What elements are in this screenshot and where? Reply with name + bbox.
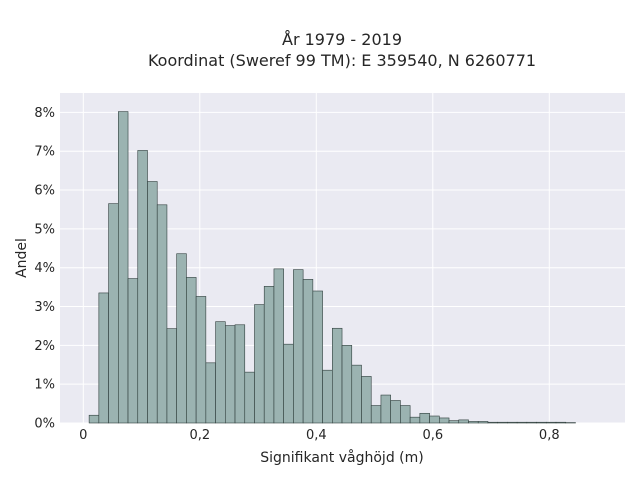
histogram-bar xyxy=(400,405,411,424)
histogram-bar xyxy=(186,277,197,424)
histogram-bar xyxy=(215,321,226,424)
histogram-bar xyxy=(555,421,567,424)
histogram-bar xyxy=(254,304,265,424)
y-tick-label: 6% xyxy=(34,184,55,199)
histogram-bar xyxy=(390,400,401,424)
histogram-bar xyxy=(361,376,372,424)
histogram-bar xyxy=(332,327,343,424)
histogram-bar xyxy=(526,421,537,424)
histogram-bar xyxy=(234,324,246,424)
y-axis-label: Andel xyxy=(14,238,30,278)
histogram-bar xyxy=(468,421,479,424)
histogram-bar xyxy=(536,421,547,424)
y-tick-label: 1% xyxy=(34,378,55,393)
histogram-bar xyxy=(477,421,489,424)
x-axis-ticks: 0 0,2 0,4 0,6 0,8 xyxy=(79,428,559,443)
y-tick-label: 8% xyxy=(34,106,55,121)
histogram-bar xyxy=(302,279,314,424)
y-tick-label: 2% xyxy=(34,339,55,354)
x-tick-label: 0 xyxy=(79,428,87,443)
histogram-bar xyxy=(108,203,119,424)
histogram-bar xyxy=(293,269,304,424)
histogram-bar xyxy=(225,325,236,424)
histogram-bar xyxy=(98,292,109,424)
histogram-bar xyxy=(166,328,177,424)
histogram-bar xyxy=(487,421,498,424)
histogram-bar xyxy=(322,369,333,424)
chart-title-line-2: Koordinat (Sweref 99 TM): E 359540, N 62… xyxy=(148,51,536,70)
histogram-bar xyxy=(176,253,187,424)
histogram-bar xyxy=(137,150,148,424)
histogram-bar xyxy=(429,415,440,424)
x-axis-label: Signifikant våghöjd (m) xyxy=(260,449,423,466)
y-tick-label: 5% xyxy=(34,222,55,237)
histogram-bar xyxy=(127,278,139,424)
histogram-bar xyxy=(380,394,391,424)
histogram-bar xyxy=(156,204,168,424)
histogram-bar xyxy=(273,268,284,424)
histogram-bar xyxy=(546,421,557,424)
x-tick-label: 0,4 xyxy=(306,428,327,443)
x-tick-label: 0,6 xyxy=(422,428,443,443)
histogram-bar xyxy=(118,111,129,424)
x-tick-label: 0,2 xyxy=(189,428,210,443)
histogram-bar xyxy=(516,421,528,424)
histogram-bar xyxy=(147,181,158,424)
histogram-bar xyxy=(312,290,323,424)
histogram-bar xyxy=(458,419,469,424)
histogram-bar xyxy=(497,421,508,424)
histogram-bar xyxy=(448,420,460,424)
histogram-bar xyxy=(507,421,518,424)
y-tick-label: 7% xyxy=(34,145,55,160)
chart-title-line-1: År 1979 - 2019 xyxy=(282,30,402,49)
histogram-bar xyxy=(244,371,255,424)
histogram-bars xyxy=(88,111,576,424)
histogram-bar xyxy=(351,364,362,424)
histogram-bar xyxy=(263,286,275,424)
y-tick-label: 3% xyxy=(34,300,55,315)
histogram-bar xyxy=(439,417,450,424)
histogram-bar xyxy=(409,416,421,424)
histogram-bar xyxy=(283,343,294,424)
y-tick-label: 4% xyxy=(34,261,55,276)
histogram-bar xyxy=(88,414,100,424)
histogram-bar xyxy=(419,412,430,424)
histogram-bar xyxy=(341,345,353,424)
x-tick-label: 0,8 xyxy=(539,428,560,443)
y-tick-label: 0% xyxy=(34,417,55,432)
histogram-bar xyxy=(205,362,216,424)
y-axis-ticks: 0% 1% 2% 3% 4% 5% 6% 7% 8% xyxy=(34,106,55,432)
histogram-bar xyxy=(195,296,207,424)
histogram-bar xyxy=(370,405,382,424)
